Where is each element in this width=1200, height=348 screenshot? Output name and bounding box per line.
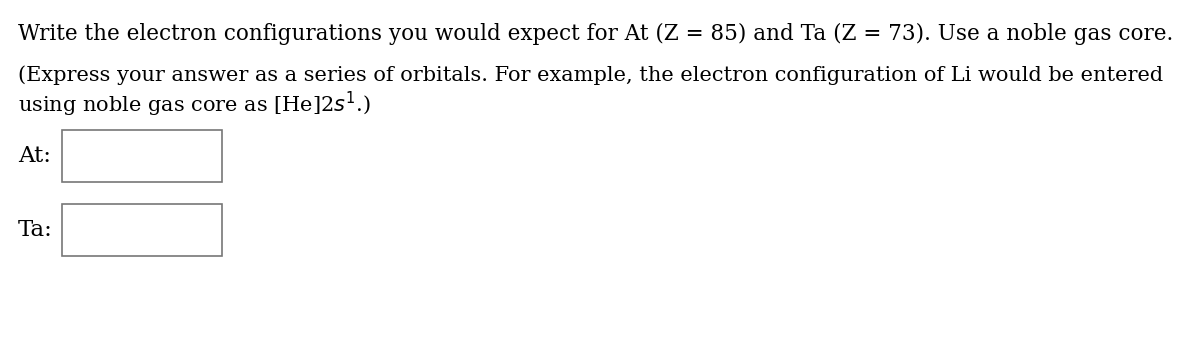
Text: (Express your answer as a series of orbitals. For example, the electron configur: (Express your answer as a series of orbi… bbox=[18, 65, 1163, 85]
FancyBboxPatch shape bbox=[62, 130, 222, 182]
FancyBboxPatch shape bbox=[62, 204, 222, 256]
Text: Ta:: Ta: bbox=[18, 219, 53, 241]
Text: Write the electron configurations you would expect for At (Z = 85) and Ta (Z = 7: Write the electron configurations you wo… bbox=[18, 23, 1174, 45]
Text: using noble gas core as [He]2$s^{1}$.): using noble gas core as [He]2$s^{1}$.) bbox=[18, 90, 371, 119]
Text: At:: At: bbox=[18, 145, 50, 167]
